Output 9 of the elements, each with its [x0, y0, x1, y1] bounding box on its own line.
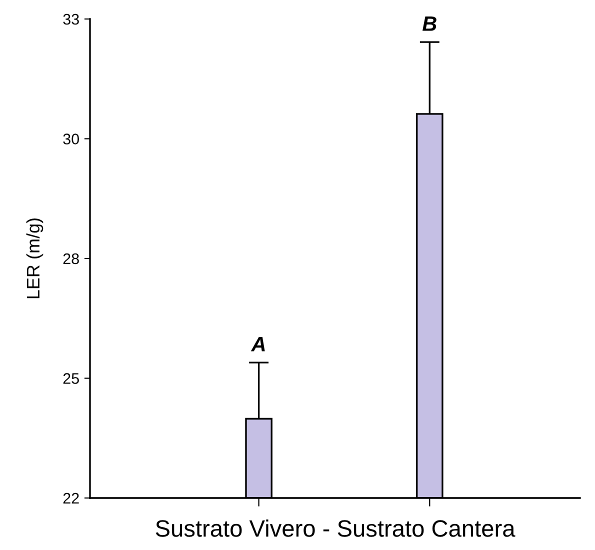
- y-tick-label: 22: [63, 492, 79, 504]
- y-tick-label: 33: [63, 14, 79, 25]
- y-tick-label: 28: [63, 253, 79, 264]
- y-tick-label: 25: [63, 373, 79, 384]
- y-tick-label: 30: [63, 134, 79, 144]
- y-axis-title: LER (m/g): [26, 218, 44, 298]
- annotation: B: [422, 16, 436, 31]
- x-axis-title: Sustrato Vivero - Sustrato Cantera: [156, 520, 516, 537]
- annotation: A: [250, 336, 265, 352]
